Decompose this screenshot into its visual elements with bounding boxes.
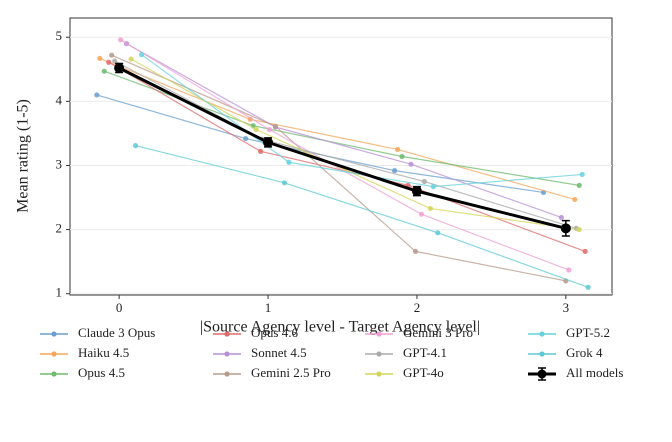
legend-point [51, 371, 57, 377]
point [128, 56, 134, 62]
legend-point [224, 331, 230, 337]
point [408, 161, 414, 167]
legend-point [539, 331, 545, 337]
point [392, 168, 398, 174]
point [560, 223, 571, 234]
point [576, 182, 582, 188]
legend-point [376, 371, 382, 377]
y-tick-label: 5 [56, 28, 63, 43]
legend-label: GPT-5.2 [566, 325, 610, 340]
legend-label: Sonnet 4.5 [251, 345, 307, 360]
point [582, 248, 588, 254]
legend-label: Opus 4.6 [251, 325, 298, 340]
point [109, 52, 115, 58]
point [430, 184, 436, 190]
legend-point [539, 351, 545, 357]
legend-error [538, 367, 546, 381]
legend-point [224, 371, 230, 377]
series-line [99, 57, 575, 201]
legend-label: GPT-4.1 [403, 345, 447, 360]
x-tick-label: 1 [265, 300, 272, 315]
point [114, 63, 125, 74]
point [435, 230, 441, 236]
legend-label: Gemini 3 Pro [403, 325, 473, 340]
legend-point [224, 351, 230, 357]
x-tick-label: 0 [116, 300, 123, 315]
point [394, 146, 401, 153]
point [572, 196, 578, 203]
point [97, 55, 103, 61]
point [118, 37, 124, 43]
x-axis-title: |Source Agency level - Target Agency lev… [200, 319, 480, 336]
y-axis-title: Mean rating (1-5) [15, 99, 32, 213]
point [585, 284, 591, 290]
legend-label: Claude 3 Opus [78, 325, 155, 340]
series-line [118, 66, 567, 230]
y-tick-label: 2 [56, 221, 63, 236]
legend-label: All models [566, 365, 623, 380]
x-tick-label: 3 [563, 300, 570, 315]
point [243, 135, 249, 142]
y-tick-label: 3 [56, 156, 63, 171]
point [566, 267, 572, 273]
series-line [114, 60, 577, 229]
point [576, 226, 582, 233]
point [579, 171, 585, 178]
point [266, 126, 273, 133]
y-tick-label: 1 [56, 285, 63, 300]
point [411, 186, 422, 197]
series-line [96, 94, 544, 194]
legend-label: Grok 4 [566, 345, 603, 360]
legend-label: Haiku 4.5 [78, 345, 129, 360]
point [399, 153, 405, 160]
point [138, 51, 145, 58]
plot-frame [69, 17, 613, 296]
point [418, 211, 425, 217]
legend-point [376, 331, 382, 337]
legend-label: GPT-4o [403, 365, 444, 380]
point [412, 248, 419, 254]
point [94, 92, 100, 98]
x-tick-label: 2 [414, 300, 421, 315]
series-line [126, 43, 562, 218]
series-line [120, 39, 570, 271]
point [427, 205, 433, 212]
point [272, 123, 279, 129]
y-tick-label: 4 [56, 92, 63, 107]
legend-label: Gemini 2.5 Pro [251, 365, 331, 380]
point [101, 68, 107, 74]
point [132, 142, 139, 149]
series-line [135, 145, 589, 288]
point [281, 180, 288, 186]
legend-label: Opus 4.5 [78, 365, 125, 380]
point [106, 59, 112, 65]
legend-point [51, 351, 57, 357]
point [253, 126, 259, 133]
point [421, 178, 427, 185]
point [286, 159, 292, 165]
series-line [130, 58, 580, 231]
point [112, 58, 118, 64]
point [263, 137, 274, 148]
legend-point [376, 351, 382, 357]
series-line [111, 54, 566, 282]
legend-point [51, 331, 57, 337]
point [558, 214, 564, 221]
point [257, 148, 264, 154]
series-line [141, 54, 583, 188]
